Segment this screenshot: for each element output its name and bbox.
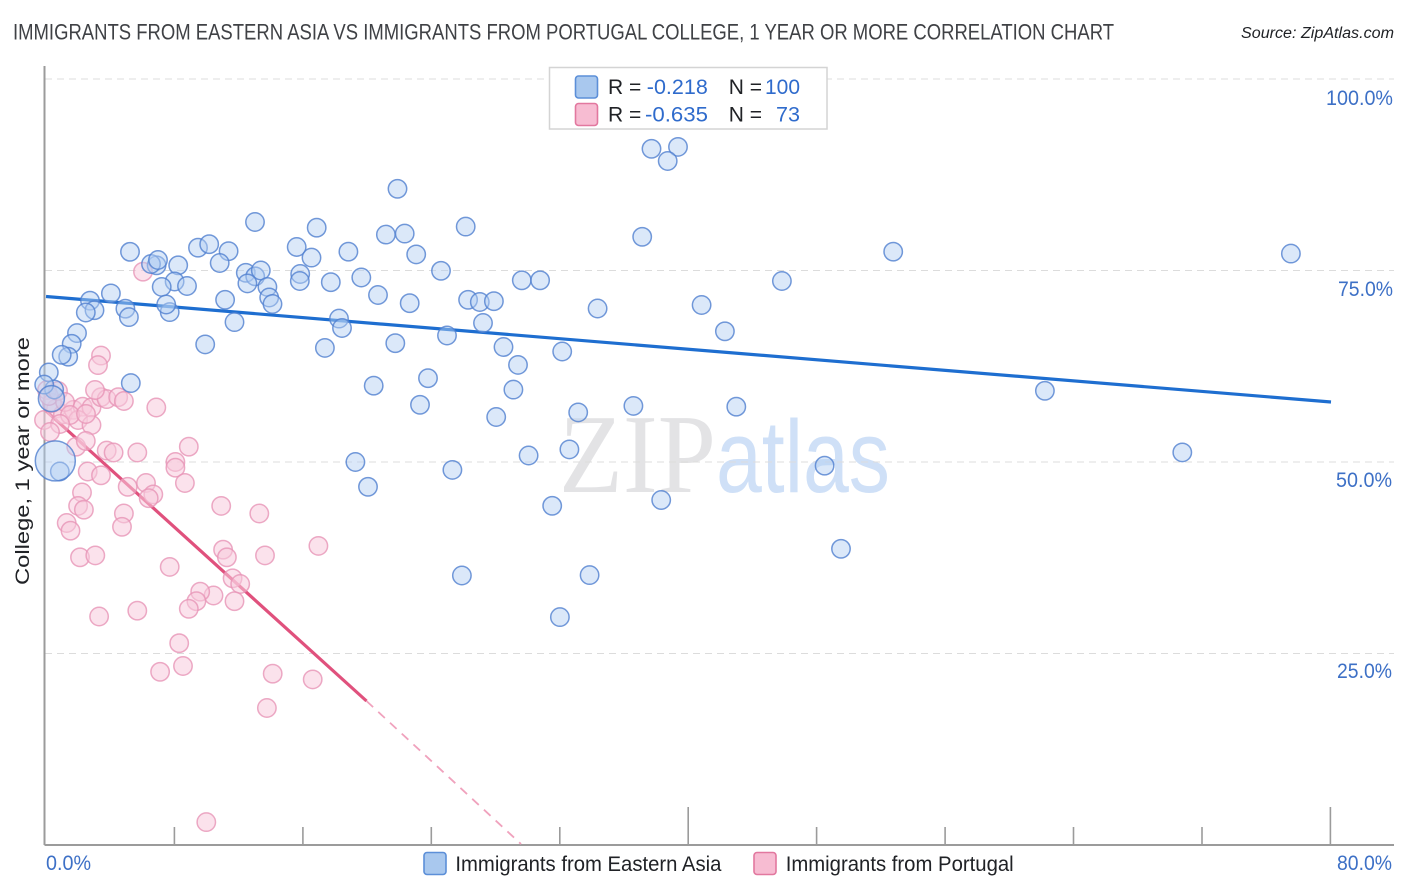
svg-text:College, 1 year or more: College, 1 year or more: [13, 337, 34, 585]
svg-text:Source: ZipAtlas.com: Source: ZipAtlas.com: [1241, 25, 1394, 42]
svg-text:R =: R =: [608, 76, 641, 99]
svg-text:-0.218: -0.218: [647, 76, 708, 99]
svg-text:Immigrants from Portugal: Immigrants from Portugal: [786, 853, 1014, 876]
svg-text:100: 100: [765, 76, 800, 99]
svg-text:50.0%: 50.0%: [1336, 469, 1392, 492]
svg-text:N =: N =: [729, 76, 762, 99]
svg-text:R =: R =: [608, 104, 641, 127]
svg-text:atlas: atlas: [716, 399, 890, 514]
svg-text:100.0%: 100.0%: [1326, 87, 1393, 110]
svg-text:80.0%: 80.0%: [1337, 852, 1392, 875]
svg-text:N =: N =: [729, 104, 762, 127]
svg-text:-0.635: -0.635: [645, 104, 708, 127]
svg-text:0.0%: 0.0%: [46, 852, 91, 875]
svg-text:73: 73: [776, 104, 800, 127]
svg-text:25.0%: 25.0%: [1337, 660, 1392, 683]
svg-text:IMMIGRANTS FROM EASTERN ASIA V: IMMIGRANTS FROM EASTERN ASIA VS IMMIGRAN…: [13, 20, 1114, 45]
svg-text:Immigrants from Eastern Asia: Immigrants from Eastern Asia: [455, 853, 721, 876]
svg-text:75.0%: 75.0%: [1338, 278, 1393, 301]
